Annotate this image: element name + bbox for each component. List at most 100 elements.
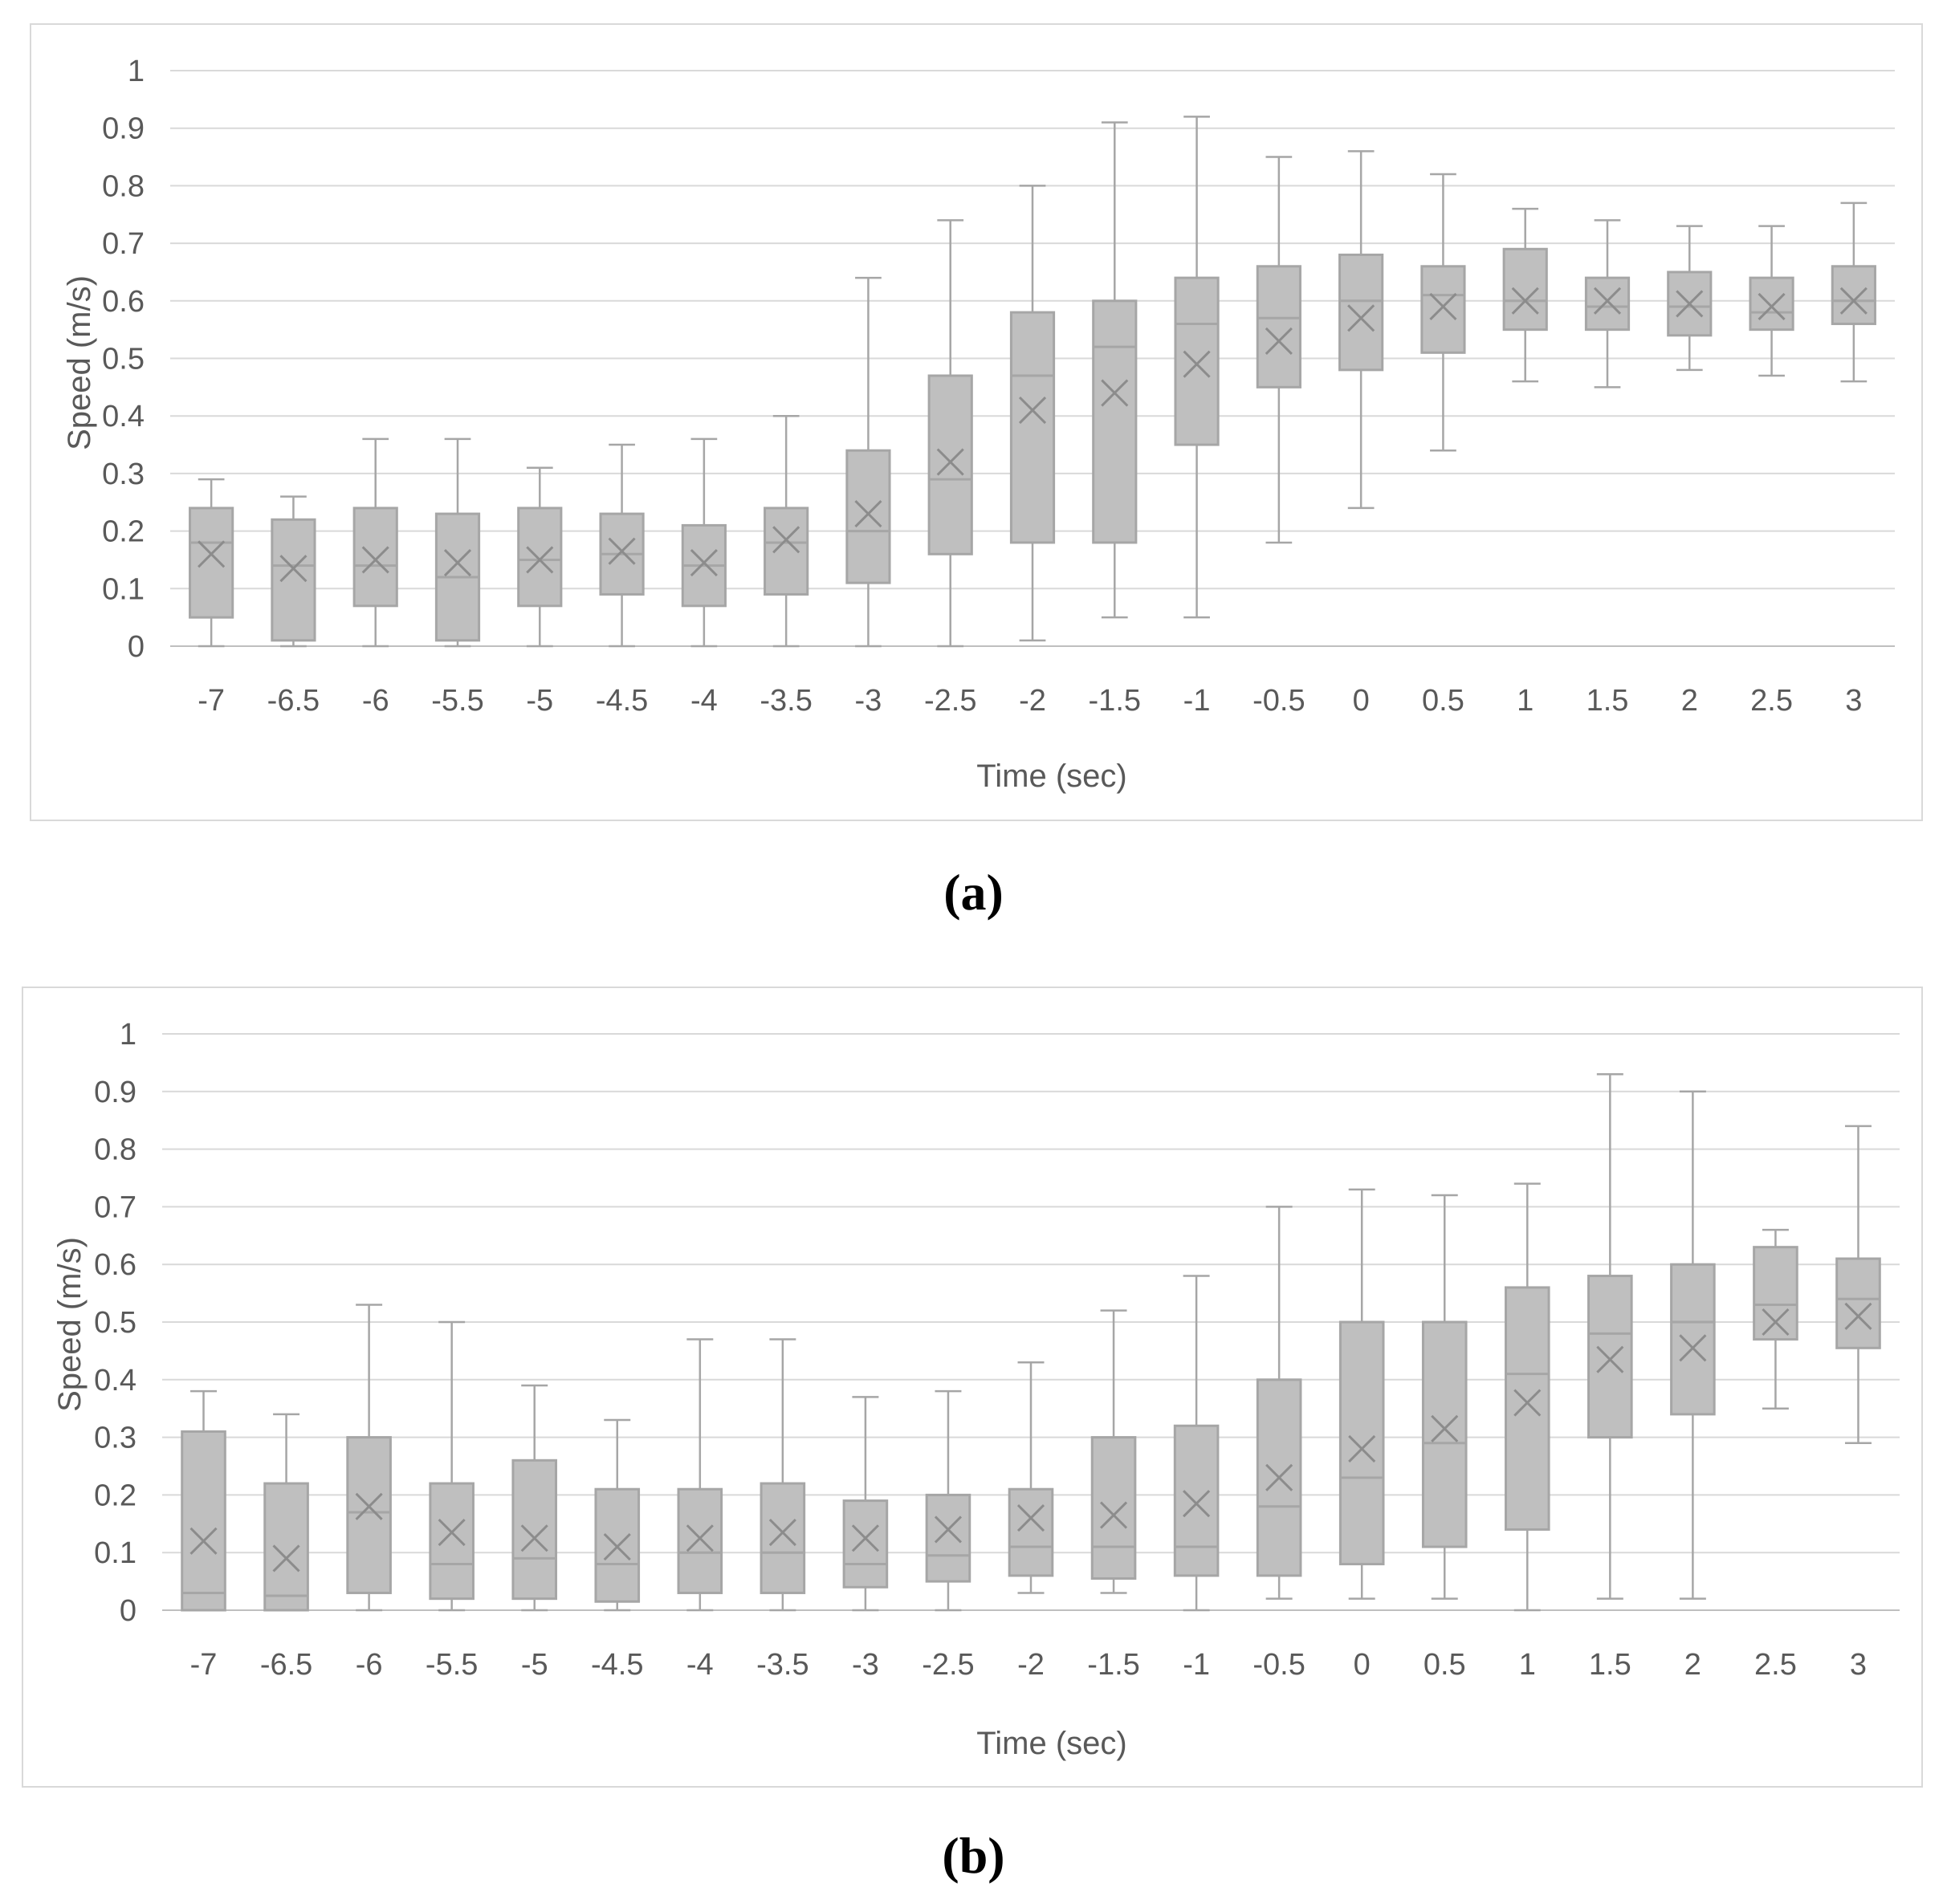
box--3 (845, 276, 891, 648)
y-tick-label: 0.9 (102, 112, 145, 146)
box--1.5 (1090, 1309, 1137, 1594)
x-tick-label: -6.5 (267, 684, 320, 718)
y-tick-label: 0 (120, 1594, 136, 1628)
y-tick-label: 0.8 (102, 169, 145, 203)
mean-marker (1016, 1504, 1045, 1532)
box--1 (1174, 116, 1220, 619)
mean-marker (1513, 1389, 1542, 1417)
iqr-box (346, 1436, 392, 1594)
x-tick-label: -4 (686, 1648, 714, 1682)
box-3 (1831, 201, 1876, 383)
boxplot-chart-b: 0 0.1 0.2 0.3 0.4 0.5 0.6 0.7 0.8 0.9 1 -7 -6.5 -6 -5… (22, 987, 1923, 1788)
x-tick-label: -2.5 (922, 1648, 974, 1682)
y-axis-label: Speed (m/s) (52, 1237, 88, 1412)
mean-marker (851, 1524, 879, 1552)
x-tick-label: -1 (1183, 684, 1211, 718)
box-1 (1504, 1182, 1550, 1612)
mean-marker (1183, 1490, 1211, 1518)
box--3 (842, 1396, 889, 1612)
x-tick-label: -3.5 (760, 684, 812, 718)
y-tick-label: 1 (120, 1018, 136, 1052)
mean-marker (1431, 1414, 1459, 1442)
iqr-box (1584, 276, 1631, 332)
y-tick-label: 0.5 (102, 343, 145, 376)
box--6 (346, 1304, 392, 1612)
x-tick-label: 0 (1353, 684, 1370, 718)
x-tick-label: -3 (852, 1648, 879, 1682)
iqr-box (263, 1482, 309, 1612)
box--3.5 (764, 414, 809, 648)
iqr-box (511, 1459, 558, 1601)
mean-marker (198, 540, 226, 568)
box--6 (352, 437, 398, 648)
box--0.5 (1256, 1206, 1302, 1600)
x-tick-label: 2 (1684, 1648, 1701, 1682)
iqr-box (1502, 247, 1548, 332)
x-tick-label: 0.5 (1422, 684, 1464, 718)
mean-marker (1348, 1434, 1376, 1463)
box--2 (1009, 185, 1056, 642)
x-tick-label: 3 (1845, 684, 1862, 718)
y-axis-label: Speed (m/s) (62, 275, 97, 450)
caption-a: (a) (0, 863, 1947, 922)
box-0.5 (1421, 1194, 1468, 1600)
iqr-box (352, 507, 398, 608)
mean-marker (1183, 350, 1211, 378)
x-tick-label: 0 (1354, 1648, 1371, 1682)
y-tick-label: 0.7 (94, 1190, 136, 1224)
box-1 (1502, 207, 1548, 383)
box-1.5 (1587, 1073, 1633, 1600)
iqr-box (1338, 1320, 1385, 1566)
box--0.5 (1256, 156, 1301, 544)
iqr-box (1090, 1436, 1137, 1581)
box--5.5 (429, 1320, 475, 1612)
mean-marker (189, 1527, 218, 1555)
box-2 (1667, 225, 1713, 372)
x-tick-label: -5 (526, 684, 553, 718)
y-tick-label: 0.6 (94, 1248, 136, 1282)
y-tick-label: 0.1 (94, 1536, 136, 1570)
y-tick-label: 0.4 (102, 400, 145, 433)
boxplot-chart-a: 0 0.1 0.2 0.3 0.4 0.5 0.6 0.7 0.8 0.9 1 -7 -6.5 -6 -5… (30, 23, 1923, 821)
mean-marker (854, 500, 882, 528)
y-tick-label: 0.3 (102, 458, 145, 491)
x-tick-label: -0.5 (1253, 1648, 1305, 1682)
x-axis-label: Time (sec) (976, 1726, 1126, 1761)
box--7 (181, 1389, 226, 1612)
mean-marker (936, 448, 964, 476)
iqr-box (764, 507, 809, 596)
x-tick-label: -4.5 (596, 684, 648, 718)
x-axis-label: Time (sec) (976, 759, 1126, 794)
y-tick-label: 0.2 (94, 1479, 136, 1512)
mean-marker (686, 1524, 714, 1552)
iqr-box (271, 518, 316, 642)
mean-marker (443, 548, 472, 577)
y-tick-label: 0.3 (94, 1422, 136, 1455)
iqr-box (1587, 1275, 1633, 1439)
mean-marker (1596, 1345, 1624, 1373)
box-2.5 (1749, 225, 1794, 377)
y-tick-label: 1 (128, 55, 145, 88)
mean-marker (1099, 1501, 1128, 1529)
x-tick-label: -2.5 (924, 684, 976, 718)
mean-marker (1593, 287, 1622, 315)
mean-marker (1429, 292, 1457, 321)
y-tick-label: 0.8 (94, 1133, 136, 1167)
box--1 (1173, 1275, 1220, 1612)
y-tick-label: 0.6 (102, 285, 145, 319)
box--5 (511, 1384, 558, 1612)
mean-marker (1844, 1302, 1872, 1330)
x-tick-label: 1 (1517, 684, 1534, 718)
box--4.5 (594, 1418, 641, 1612)
mean-marker (355, 1492, 383, 1520)
mean-marker (1101, 379, 1129, 407)
iqr-box (1092, 299, 1138, 544)
y-tick-label: 0.9 (94, 1076, 136, 1109)
mean-marker (1758, 292, 1786, 321)
box--1.5 (1092, 121, 1138, 619)
x-tick-label: 1 (1519, 1648, 1536, 1682)
mean-marker (279, 555, 308, 583)
x-tick-label: 2.5 (1754, 1648, 1797, 1682)
y-tick-label: 0.2 (102, 515, 145, 549)
x-tick-label: -3.5 (756, 1648, 809, 1682)
